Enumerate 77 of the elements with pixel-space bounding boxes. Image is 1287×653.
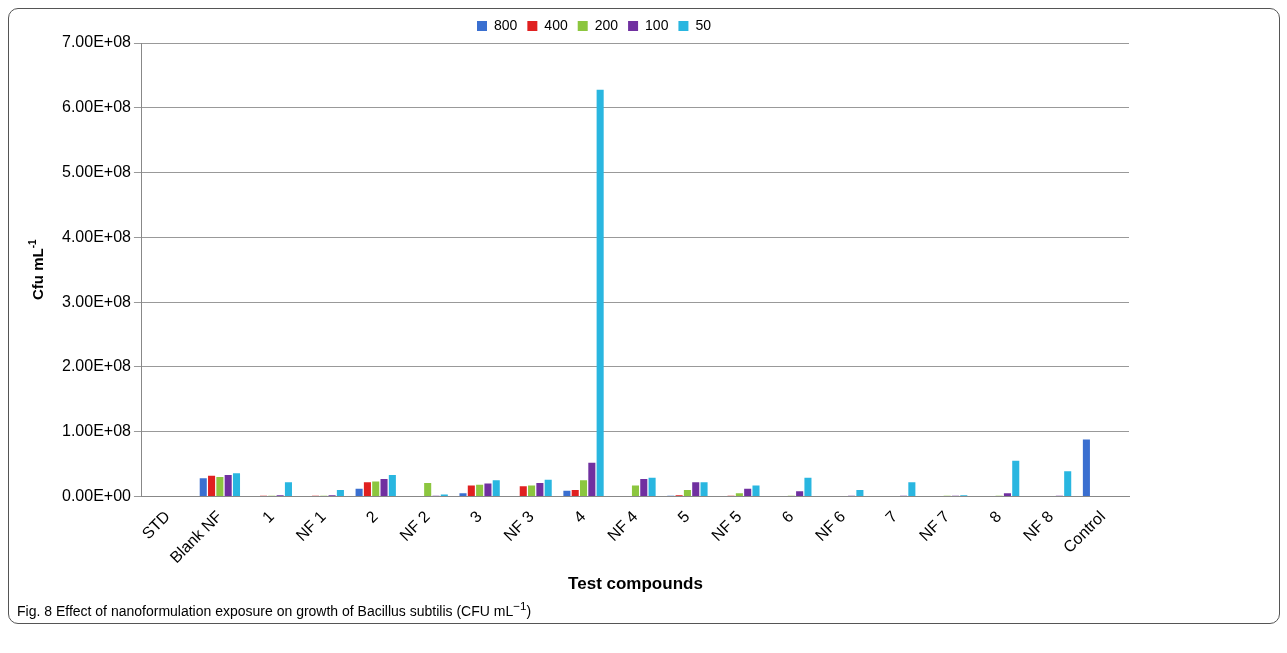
bar [492,480,500,496]
bar [380,479,388,496]
bar [648,477,656,496]
bar [1003,493,1011,496]
x-tick-label: 1 [258,507,278,526]
x-tick-label: 5 [674,507,693,526]
bar [735,493,743,496]
bar [484,483,492,496]
x-tick-label: 8 [986,507,1005,526]
bar [424,482,432,496]
bar [640,479,648,496]
bar [467,485,475,496]
legend-label: 50 [695,16,712,33]
bar [752,485,760,496]
y-axis-title: Cfu mL-1 [26,239,47,301]
y-tick-label: 0.00E+00 [62,486,132,504]
x-tick-label: NF 3 [500,507,537,545]
bar [216,477,224,496]
y-tick-label: 5.00E+08 [62,162,132,180]
bar [796,491,804,496]
bar [908,482,916,496]
bar [683,490,691,496]
bar [355,488,363,496]
bar [284,482,292,496]
bar [744,488,752,496]
bar [1082,439,1090,496]
bar [224,475,232,496]
x-tick-label: NF 2 [396,507,433,545]
bar [692,482,700,496]
legend-label: 800 [494,16,518,33]
bar [1064,471,1072,496]
bar [579,480,588,496]
x-tick-label: 7 [882,507,901,526]
x-tick-label: NF 8 [1019,507,1057,545]
bar [208,475,216,496]
x-tick-label: NF 1 [292,507,330,545]
y-tick-label: 3.00E+08 [62,292,132,310]
x-tick-label: NF 6 [811,507,849,545]
bar [804,477,812,496]
y-tick-label: 6.00E+08 [62,98,132,116]
bar [1012,460,1020,496]
caption: Fig. 8 Effect of nanoformulation exposure on growth of Bacillus subtilis (CFU mL$^{−1}$) [16,599,533,619]
bar [459,493,467,496]
bar [476,484,484,496]
bar [631,485,640,496]
y-tick-label: 1.00E+08 [62,422,132,440]
x-tick-label: 4 [570,507,589,526]
bar [336,490,344,496]
bar [563,490,571,496]
bar [363,482,371,496]
x-tick-label: 2 [362,507,382,526]
x-tick-label: STD [138,507,174,543]
bar [588,462,596,496]
bar [856,490,864,496]
bar [388,475,396,496]
legend-label: 100 [645,16,669,33]
y-tick-label: 2.00E+08 [62,357,132,375]
bar [372,481,380,496]
x-tick-label: NF 5 [708,507,745,545]
bar [544,479,552,496]
x-tick-label: 6 [778,507,797,526]
bar [571,490,579,496]
bar [700,482,708,496]
x-tick-label: NF 7 [915,507,953,545]
x-axis-title: Test compounds [568,574,703,594]
x-tick-label: NF 4 [604,507,641,545]
bar [199,478,207,496]
x-tick-label: 3 [466,507,485,526]
y-tick-label: 4.00E+08 [62,227,132,245]
bar [528,485,536,496]
bar [536,482,544,496]
bar [232,473,241,496]
legend-label: 200 [594,16,619,33]
legend-label: 400 [544,16,568,33]
bar [596,89,604,496]
bar [519,486,527,496]
y-tick-label: 7.00E+08 [62,33,132,51]
